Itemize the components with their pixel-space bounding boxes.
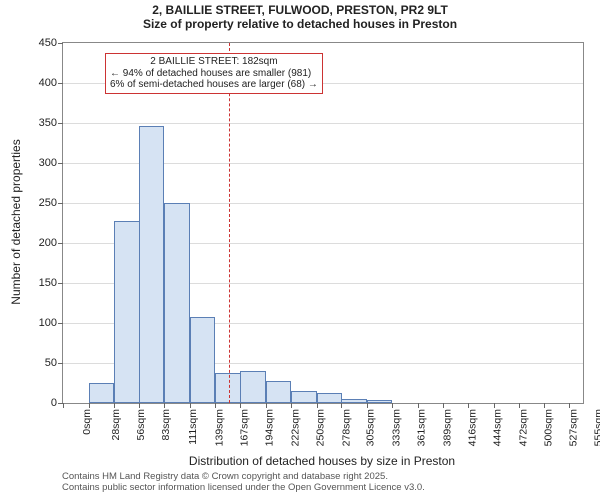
xtick-label: 444sqm bbox=[492, 409, 504, 446]
xtick-mark bbox=[139, 403, 140, 408]
annotation-line: 2 BAILLIE STREET: 182sqm bbox=[110, 56, 318, 68]
xtick-label: 500sqm bbox=[543, 409, 555, 446]
ytick-label: 250 bbox=[39, 197, 63, 209]
ytick-label: 200 bbox=[39, 237, 63, 249]
xtick-mark bbox=[114, 403, 115, 408]
ytick-label: 100 bbox=[39, 317, 63, 329]
xtick-mark bbox=[317, 403, 318, 408]
xtick-label: 305sqm bbox=[365, 409, 377, 446]
histogram-bar bbox=[266, 381, 292, 403]
xtick-mark bbox=[544, 403, 545, 408]
xtick-label: 167sqm bbox=[239, 409, 251, 446]
xtick-label: 278sqm bbox=[340, 409, 352, 446]
xtick-mark bbox=[291, 403, 292, 408]
xtick-label: 194sqm bbox=[264, 409, 276, 446]
xtick-mark bbox=[468, 403, 469, 408]
annotation-line: 6% of semi-detached houses are larger (6… bbox=[110, 79, 318, 91]
annotation-line: ← 94% of detached houses are smaller (98… bbox=[110, 68, 318, 80]
xtick-label: 111sqm bbox=[187, 409, 199, 445]
title-line2: Size of property relative to detached ho… bbox=[0, 18, 600, 32]
xtick-mark bbox=[190, 403, 191, 408]
histogram-bar bbox=[114, 221, 140, 403]
chart-title: 2, BAILLIE STREET, FULWOOD, PRESTON, PR2… bbox=[0, 4, 600, 32]
attribution: Contains HM Land Registry data © Crown c… bbox=[62, 472, 425, 494]
plot-area: 0501001502002503003504004500sqm28sqm56sq… bbox=[62, 42, 584, 404]
xtick-label: 28sqm bbox=[109, 409, 121, 441]
xtick-label: 56sqm bbox=[135, 409, 147, 441]
xtick-label: 83sqm bbox=[159, 409, 171, 441]
xtick-label: 361sqm bbox=[416, 409, 428, 446]
ytick-label: 300 bbox=[39, 157, 63, 169]
histogram-bar bbox=[164, 203, 190, 403]
xtick-label: 250sqm bbox=[315, 409, 327, 446]
xtick-label: 416sqm bbox=[466, 409, 478, 446]
xtick-label: 333sqm bbox=[390, 409, 402, 446]
xtick-mark bbox=[215, 403, 216, 408]
histogram-bar bbox=[89, 383, 115, 403]
histogram-bar bbox=[291, 391, 317, 403]
xtick-mark bbox=[443, 403, 444, 408]
xtick-label: 527sqm bbox=[567, 409, 579, 446]
xtick-mark bbox=[266, 403, 267, 408]
xtick-mark bbox=[164, 403, 165, 408]
xtick-label: 139sqm bbox=[213, 409, 225, 446]
gridline-h bbox=[63, 123, 583, 124]
xtick-label: 222sqm bbox=[289, 409, 301, 446]
histogram-bar bbox=[341, 399, 367, 403]
xtick-mark bbox=[418, 403, 419, 408]
ytick-label: 50 bbox=[45, 357, 63, 369]
ytick-label: 400 bbox=[39, 77, 63, 89]
title-line1: 2, BAILLIE STREET, FULWOOD, PRESTON, PR2… bbox=[0, 4, 600, 18]
xtick-label: 555sqm bbox=[593, 409, 600, 446]
xtick-label: 389sqm bbox=[442, 409, 454, 446]
xtick-label: 472sqm bbox=[517, 409, 529, 446]
ytick-label: 0 bbox=[51, 397, 63, 409]
xtick-mark bbox=[367, 403, 368, 408]
histogram-bar bbox=[367, 400, 393, 403]
histogram-bar bbox=[317, 393, 343, 403]
ytick-label: 450 bbox=[39, 37, 63, 49]
attribution-line2: Contains public sector information licen… bbox=[62, 483, 425, 494]
ytick-label: 350 bbox=[39, 117, 63, 129]
xtick-mark bbox=[392, 403, 393, 408]
y-axis-label: Number of detached properties bbox=[9, 139, 23, 304]
xtick-mark bbox=[63, 403, 64, 408]
annotation-box: 2 BAILLIE STREET: 182sqm← 94% of detache… bbox=[105, 53, 323, 94]
xtick-mark bbox=[494, 403, 495, 408]
xtick-label: 0sqm bbox=[81, 409, 93, 435]
xtick-mark bbox=[519, 403, 520, 408]
histogram-bar bbox=[139, 126, 165, 403]
reference-line bbox=[229, 43, 230, 403]
x-axis-label: Distribution of detached houses by size … bbox=[189, 454, 455, 468]
ytick-label: 150 bbox=[39, 277, 63, 289]
histogram-bar bbox=[190, 317, 216, 403]
xtick-mark bbox=[89, 403, 90, 408]
xtick-mark bbox=[569, 403, 570, 408]
histogram-bar bbox=[240, 371, 266, 403]
xtick-mark bbox=[341, 403, 342, 408]
xtick-mark bbox=[240, 403, 241, 408]
